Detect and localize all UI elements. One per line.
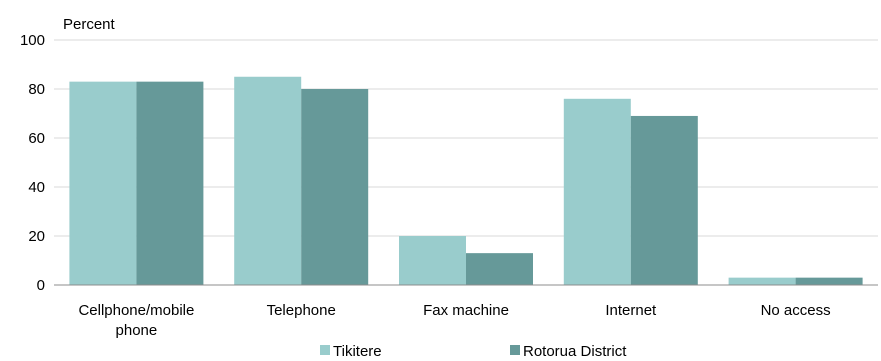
bar <box>301 89 369 285</box>
y-tick-label: 0 <box>37 277 45 294</box>
y-tick-label: 60 <box>28 130 45 147</box>
legend-swatch-tikitere <box>320 345 330 355</box>
legend-label-tikitere: Tikitere <box>333 343 382 360</box>
x-tick-label: Internet <box>605 302 657 319</box>
x-tick-label: Cellphone/mobile <box>78 302 194 319</box>
y-axis-label: Percent <box>63 16 116 33</box>
bar <box>795 277 863 285</box>
y-tick-label: 40 <box>28 179 45 196</box>
bar <box>399 236 466 285</box>
legend-swatch-rotorua-district <box>510 345 520 355</box>
bar <box>69 81 137 286</box>
bar <box>234 76 302 285</box>
y-tick-label: 20 <box>28 228 45 245</box>
bar <box>728 277 796 285</box>
legend: Tikitere Rotorua District <box>320 343 627 360</box>
y-tick-label: 100 <box>20 32 45 49</box>
x-tick-label: Fax machine <box>423 302 509 319</box>
bars <box>69 76 863 286</box>
bar <box>563 98 631 285</box>
legend-label-rotorua-district: Rotorua District <box>523 343 627 360</box>
y-tick-labels: 0 20 40 60 80 100 <box>20 32 45 294</box>
x-tick-label: Telephone <box>267 302 336 319</box>
y-tick-label: 80 <box>28 81 45 98</box>
x-tick-label: No access <box>761 302 831 319</box>
x-tick-label: phone <box>116 322 158 339</box>
bar <box>630 115 698 285</box>
bar <box>136 81 204 286</box>
bar <box>466 253 533 285</box>
x-tick-labels: Cellphone/mobile phone Telephone Fax machin… <box>78 302 830 339</box>
